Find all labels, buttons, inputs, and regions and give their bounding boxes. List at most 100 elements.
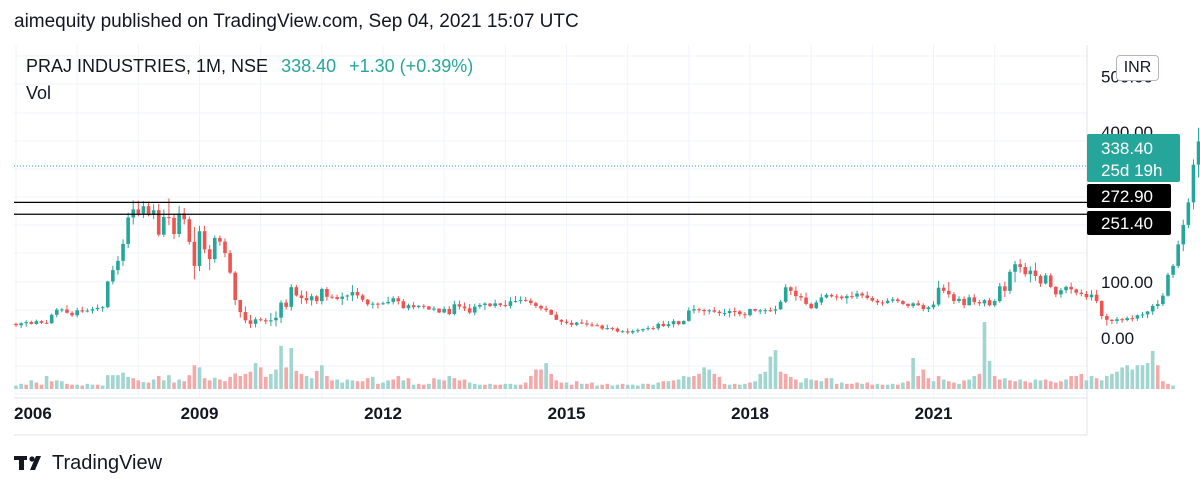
candle [1038,274,1043,287]
volume-bar [177,379,181,389]
candle [1054,286,1058,298]
volume-bar [814,380,819,389]
candle-body [997,286,1002,302]
candle-body [1089,294,1094,298]
volume-bar [279,345,283,389]
volume-bar [75,384,79,389]
candle [605,324,610,330]
candle [1008,269,1012,294]
candle-body [335,297,339,299]
candle [1196,127,1200,178]
candle [432,306,436,312]
candle-body [579,322,584,324]
hline-tag-2 [1087,211,1171,235]
candle-body [340,296,345,299]
volume-bar [962,380,966,389]
candle-body [24,322,28,324]
candle [559,319,564,325]
volume-bar [1140,365,1145,389]
volume-bar [590,382,594,389]
candle-body [269,320,273,322]
volume-bar [314,370,319,389]
volume-bar [1054,382,1058,389]
candle-body [610,328,615,330]
candle-body [865,295,870,298]
volume-bar [49,381,54,389]
candle-body [539,305,543,309]
volume-bar [416,383,421,389]
candle [1145,311,1150,319]
candle-body [427,306,431,310]
candle-body [936,287,941,305]
candle [732,307,737,317]
volume-bar [579,383,584,389]
candle-body [773,309,778,311]
candle-body [34,321,39,324]
candle-body [916,303,921,306]
candle [75,307,79,318]
volume-bar [1171,385,1175,389]
candle [855,290,859,299]
candle-body [1059,290,1063,295]
candle [269,312,273,327]
volume-bar [518,384,523,389]
candle [692,304,696,314]
volume-bar [997,379,1002,389]
candle-body [1145,311,1150,315]
candle-body [289,287,294,307]
volume-bar [641,383,645,389]
volume-bar [253,363,258,389]
candle [1105,313,1109,326]
candle-body [600,325,604,329]
volume-bar [880,384,885,389]
candle [992,299,997,307]
volume-bar [620,383,625,389]
volume-bar [666,381,671,389]
candle [941,284,946,294]
volume-bar [376,383,380,389]
candle [936,280,941,307]
candle [457,300,462,310]
volume-bar [136,380,141,389]
volume-bar [498,384,503,389]
volume-bar [121,372,125,389]
candle-body [177,213,181,234]
candle [493,299,497,308]
candle-body [523,299,528,301]
currency-badge[interactable]: INR [1116,55,1159,81]
volume-bar [615,384,620,389]
volume-bar [564,382,569,389]
volume-bar [768,356,773,389]
candle-body [676,321,681,325]
candle [126,212,130,249]
candle [615,327,620,333]
candle [697,307,701,313]
candle [1186,198,1191,229]
candle [416,305,421,309]
volume-bar [513,384,518,389]
candle-body [162,217,166,235]
volume-bar [488,383,492,389]
candle-body [360,295,365,300]
candle [1023,262,1028,277]
volume-bar [1089,376,1094,389]
candle [345,294,350,301]
candle [676,320,681,326]
candle [488,303,492,308]
time-tick-label: 2006 [14,404,52,423]
volume-bar [625,384,630,389]
volume-bar [982,322,987,389]
candle-body [819,297,824,303]
candle-body [126,217,130,244]
candle-body [386,301,390,304]
volume-bar [687,376,691,389]
volume-bar [197,367,202,389]
candle-body [1135,315,1140,319]
candle [386,296,390,305]
candle-body [585,323,589,325]
candle-body [182,213,187,220]
candle-body [371,303,375,305]
candle [977,299,982,307]
candle [1028,266,1033,283]
